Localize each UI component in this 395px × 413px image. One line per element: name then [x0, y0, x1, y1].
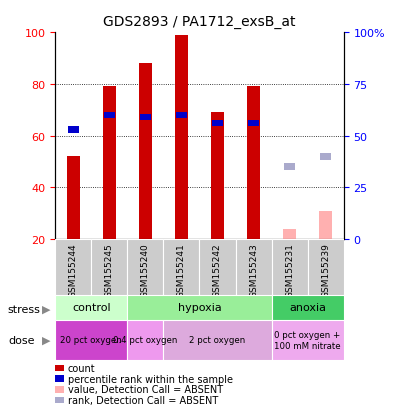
Text: percentile rank within the sample: percentile rank within the sample [68, 374, 233, 384]
Text: ▶: ▶ [41, 335, 50, 345]
Text: rank, Detection Call = ABSENT: rank, Detection Call = ABSENT [68, 395, 218, 405]
Text: count: count [68, 363, 96, 373]
Text: anoxia: anoxia [289, 303, 326, 313]
Bar [319, 211, 332, 240]
Bar [139, 64, 152, 240]
Bar [235, 240, 272, 295]
Text: GSM155242: GSM155242 [213, 242, 222, 297]
Bar [199, 240, 235, 295]
Bar [284, 164, 295, 171]
Bar [55, 320, 127, 360]
Bar [272, 240, 308, 295]
Text: control: control [72, 303, 111, 313]
Bar [212, 121, 223, 127]
Bar [91, 240, 127, 295]
Bar [140, 114, 151, 121]
Bar [67, 157, 80, 240]
Bar [164, 320, 272, 360]
Text: GSM155243: GSM155243 [249, 242, 258, 297]
Bar [127, 320, 164, 360]
Bar [164, 240, 199, 295]
Text: 0 pct oxygen +
100 mM nitrate: 0 pct oxygen + 100 mM nitrate [274, 330, 341, 350]
Text: stress: stress [8, 304, 41, 314]
Bar [55, 240, 91, 295]
Text: GSM155231: GSM155231 [285, 242, 294, 297]
Text: 20 pct oxygen: 20 pct oxygen [60, 336, 122, 344]
Bar [211, 113, 224, 240]
Bar [320, 154, 331, 160]
Bar [175, 36, 188, 240]
Text: GSM155240: GSM155240 [141, 242, 150, 297]
Bar [127, 240, 164, 295]
Bar [127, 295, 272, 320]
Bar [248, 121, 259, 127]
Text: GSM155239: GSM155239 [321, 242, 330, 297]
Bar [103, 87, 116, 240]
Bar [176, 112, 187, 119]
Text: value, Detection Call = ABSENT: value, Detection Call = ABSENT [68, 385, 223, 394]
Bar [272, 295, 344, 320]
Bar [272, 320, 344, 360]
Bar [55, 295, 127, 320]
Bar [283, 229, 296, 240]
Bar [68, 127, 79, 133]
Bar [308, 240, 344, 295]
Text: GSM155241: GSM155241 [177, 242, 186, 297]
Bar [247, 87, 260, 240]
Bar [104, 112, 115, 119]
Text: hypoxia: hypoxia [178, 303, 221, 313]
Title: GDS2893 / PA1712_exsB_at: GDS2893 / PA1712_exsB_at [103, 15, 296, 29]
Text: dose: dose [8, 335, 34, 345]
Text: GSM155245: GSM155245 [105, 242, 114, 297]
Text: GSM155244: GSM155244 [69, 242, 78, 297]
Text: 0.4 pct oxygen: 0.4 pct oxygen [113, 336, 178, 344]
Text: ▶: ▶ [41, 304, 50, 314]
Text: 2 pct oxygen: 2 pct oxygen [189, 336, 246, 344]
